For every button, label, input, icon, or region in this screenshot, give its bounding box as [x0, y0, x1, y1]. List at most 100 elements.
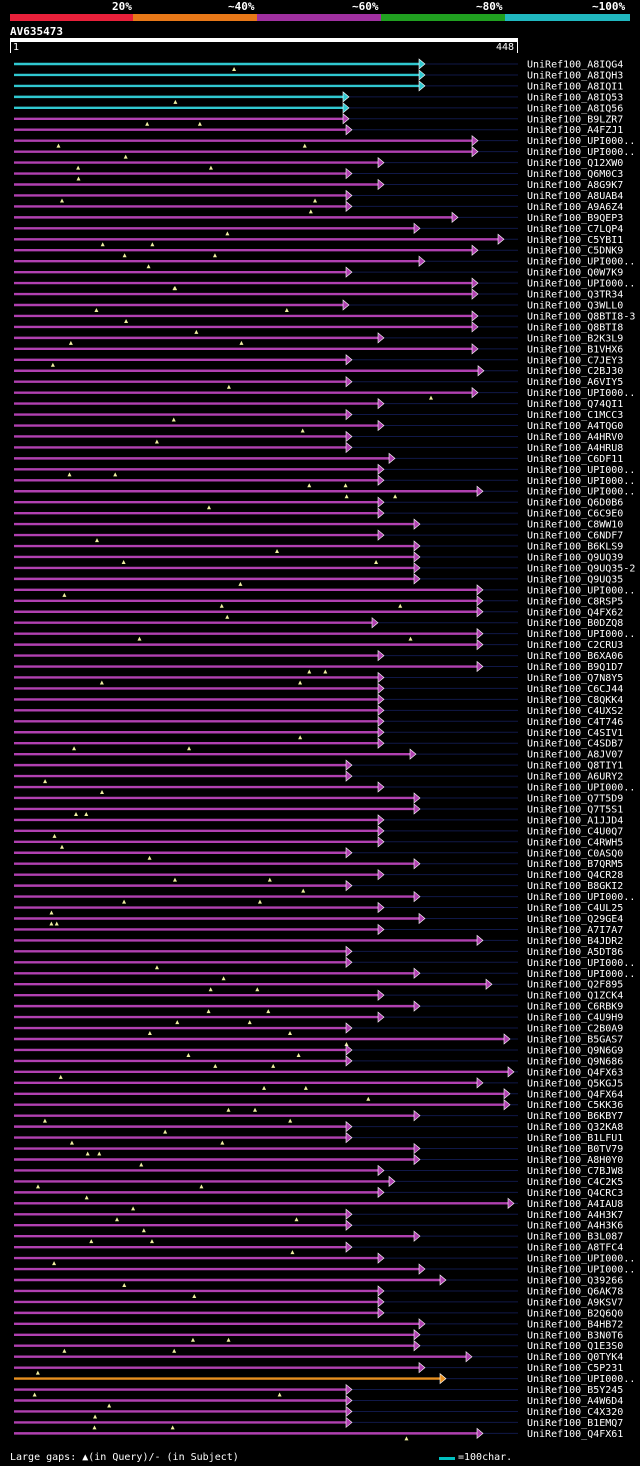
hit-label[interactable]: UniRef100_Q6M0C3 [527, 169, 623, 180]
hit-label[interactable]: UniRef100_C7LQP4 [527, 224, 623, 235]
hit-label[interactable]: UniRef100_UPI000.. [527, 969, 635, 980]
hit-label[interactable]: UniRef100_C6C9E0 [527, 509, 623, 520]
hit-label[interactable]: UniRef100_Q7T5D9 [527, 793, 623, 804]
hit-label[interactable]: UniRef100_C4SIV1 [527, 728, 623, 739]
hit-label[interactable]: UniRef100_C6NDF7 [527, 531, 623, 542]
hit-label[interactable]: UniRef100_A4TQG0 [527, 421, 623, 432]
hit-label[interactable]: UniRef100_UPI000.. [527, 783, 635, 794]
hit-label[interactable]: UniRef100_C2CRU3 [527, 640, 623, 651]
hit-label[interactable]: UniRef100_UPI000.. [527, 487, 635, 498]
hit-label[interactable]: UniRef100_A8IQ53 [527, 92, 623, 103]
hit-label[interactable]: UniRef100_B9Q1D7 [527, 662, 623, 673]
hit-label[interactable]: UniRef100_B1EMQ7 [527, 1418, 623, 1429]
hit-label[interactable]: UniRef100_Q74QI1 [527, 399, 623, 410]
hit-label[interactable]: UniRef100_A8H0Y0 [527, 1155, 623, 1166]
hit-label[interactable]: UniRef100_B3N0T6 [527, 1330, 623, 1341]
hit-label[interactable]: UniRef100_UPI000.. [527, 476, 635, 487]
hit-label[interactable]: UniRef100_Q4FX63 [527, 1067, 623, 1078]
hit-label[interactable]: UniRef100_A4HRV0 [527, 432, 623, 443]
hit-label[interactable]: UniRef100_B2Q6Q0 [527, 1308, 623, 1319]
hit-label[interactable]: UniRef100_Q2F895 [527, 980, 623, 991]
hit-label[interactable]: UniRef100_Q9N686 [527, 1056, 623, 1067]
hit-label[interactable]: UniRef100_B6KLS9 [527, 542, 623, 553]
hit-label[interactable]: UniRef100_A1JJD4 [527, 815, 623, 826]
hit-label[interactable]: UniRef100_Q4FX61 [527, 1429, 623, 1440]
hit-label[interactable]: UniRef100_Q5KGJ5 [527, 1078, 623, 1089]
hit-label[interactable]: UniRef100_Q1E3S0 [527, 1341, 623, 1352]
hit-label[interactable]: UniRef100_B9QEP3 [527, 213, 623, 224]
hit-label[interactable]: UniRef100_A4IAU8 [527, 1199, 623, 1210]
hit-label[interactable]: UniRef100_C4RWH5 [527, 837, 623, 848]
hit-label[interactable]: UniRef100_Q7N8Y5 [527, 673, 623, 684]
hit-label[interactable]: UniRef100_A8JV07 [527, 750, 623, 761]
hit-label[interactable]: UniRef100_C2B0A9 [527, 1024, 623, 1035]
hit-label[interactable]: UniRef100_UPI000.. [527, 892, 635, 903]
hit-label[interactable]: UniRef100_Q3WLL0 [527, 301, 623, 312]
hit-label[interactable]: UniRef100_UPI000.. [527, 465, 635, 476]
hit-label[interactable]: UniRef100_A4H3K7 [527, 1210, 623, 1221]
hit-label[interactable]: UniRef100_A8G9K7 [527, 180, 623, 191]
hit-label[interactable]: UniRef100_A6URY2 [527, 772, 623, 783]
hit-label[interactable]: UniRef100_B6KBY7 [527, 1111, 623, 1122]
hit-label[interactable]: UniRef100_A6VIY5 [527, 377, 623, 388]
hit-label[interactable]: UniRef100_B1VHX6 [527, 344, 623, 355]
hit-label[interactable]: UniRef100_B1LFU1 [527, 1133, 623, 1144]
hit-label[interactable]: UniRef100_C4C2K5 [527, 1177, 623, 1188]
hit-label[interactable]: UniRef100_B5Y245 [527, 1385, 623, 1396]
hit-label[interactable]: UniRef100_A8IQI1 [527, 81, 623, 92]
hit-label[interactable]: UniRef100_Q12XW0 [527, 158, 623, 169]
hit-label[interactable]: UniRef100_Q39266 [527, 1276, 623, 1287]
hit-label[interactable]: UniRef100_Q9UQ39 [527, 552, 623, 563]
hit-label[interactable]: UniRef100_B4HB72 [527, 1319, 623, 1330]
hit-label[interactable]: UniRef100_Q29GE4 [527, 914, 623, 925]
hit-label[interactable]: UniRef100_A8IQG4 [527, 60, 623, 71]
hit-label[interactable]: UniRef100_A8IQH3 [527, 70, 623, 81]
hit-label[interactable]: UniRef100_B3L087 [527, 1232, 623, 1243]
hit-label[interactable]: UniRef100_B0TV79 [527, 1144, 623, 1155]
hit-label[interactable]: UniRef100_C4UL25 [527, 903, 623, 914]
hit-label[interactable]: UniRef100_UPI000.. [527, 136, 635, 147]
hit-label[interactable]: UniRef100_C7JEY3 [527, 355, 623, 366]
hit-label[interactable]: UniRef100_Q3TR34 [527, 290, 623, 301]
hit-label[interactable]: UniRef100_B2K3L9 [527, 333, 623, 344]
hit-label[interactable]: UniRef100_Q7T5S1 [527, 804, 623, 815]
hit-label[interactable]: UniRef100_Q4CR28 [527, 870, 623, 881]
hit-label[interactable]: UniRef100_C4UXS2 [527, 706, 623, 717]
hit-label[interactable]: UniRef100_B5GAS7 [527, 1034, 623, 1045]
hit-label[interactable]: UniRef100_A8IQ56 [527, 103, 623, 114]
hit-label[interactable]: UniRef100_UPI000.. [527, 1265, 635, 1276]
hit-label[interactable]: UniRef100_C4T746 [527, 717, 623, 728]
hit-label[interactable]: UniRef100_A8TFC4 [527, 1243, 623, 1254]
hit-label[interactable]: UniRef100_C8QKK4 [527, 695, 623, 706]
hit-label[interactable]: UniRef100_Q4FX62 [527, 607, 623, 618]
hit-label[interactable]: UniRef100_C4X320 [527, 1407, 623, 1418]
hit-label[interactable]: UniRef100_UPI000.. [527, 257, 635, 268]
hit-label[interactable]: UniRef100_C5YBI1 [527, 235, 623, 246]
hit-label[interactable]: UniRef100_C2BJ30 [527, 366, 623, 377]
hit-label[interactable]: UniRef100_Q4CRC3 [527, 1188, 623, 1199]
hit-label[interactable]: UniRef100_C6CJ44 [527, 684, 623, 695]
hit-label[interactable]: UniRef100_B0DZQ8 [527, 618, 623, 629]
hit-label[interactable]: UniRef100_C0ASQ0 [527, 848, 623, 859]
hit-label[interactable]: UniRef100_B8GKI2 [527, 881, 623, 892]
hit-label[interactable]: UniRef100_C4U9H9 [527, 1013, 623, 1024]
hit-label[interactable]: UniRef100_C1MCC3 [527, 410, 623, 421]
hit-label[interactable]: UniRef100_B6XA06 [527, 651, 623, 662]
hit-label[interactable]: UniRef100_UPI000.. [527, 279, 635, 290]
hit-label[interactable]: UniRef100_B9LZR7 [527, 114, 623, 125]
hit-label[interactable]: UniRef100_B4JDR2 [527, 936, 623, 947]
hit-label[interactable]: UniRef100_C7BJW8 [527, 1166, 623, 1177]
hit-label[interactable]: UniRef100_Q8TIY1 [527, 761, 623, 772]
hit-label[interactable]: UniRef100_UPI000.. [527, 388, 635, 399]
hit-label[interactable]: UniRef100_Q1ZCK4 [527, 991, 623, 1002]
hit-label[interactable]: UniRef100_B7QRM5 [527, 859, 623, 870]
hit-label[interactable]: UniRef100_C8WW10 [527, 520, 623, 531]
hit-label[interactable]: UniRef100_C6DF11 [527, 454, 623, 465]
hit-label[interactable]: UniRef100_UPI000.. [527, 147, 635, 158]
hit-label[interactable]: UniRef100_UPI000.. [527, 958, 635, 969]
hit-label[interactable]: UniRef100_Q9UQ35 [527, 574, 623, 585]
hit-label[interactable]: UniRef100_Q0W7K9 [527, 268, 623, 279]
hit-label[interactable]: UniRef100_A4HRU8 [527, 443, 623, 454]
hit-label[interactable]: UniRef100_C6RBK9 [527, 1002, 623, 1013]
hit-label[interactable]: UniRef100_UPI000.. [527, 585, 635, 596]
